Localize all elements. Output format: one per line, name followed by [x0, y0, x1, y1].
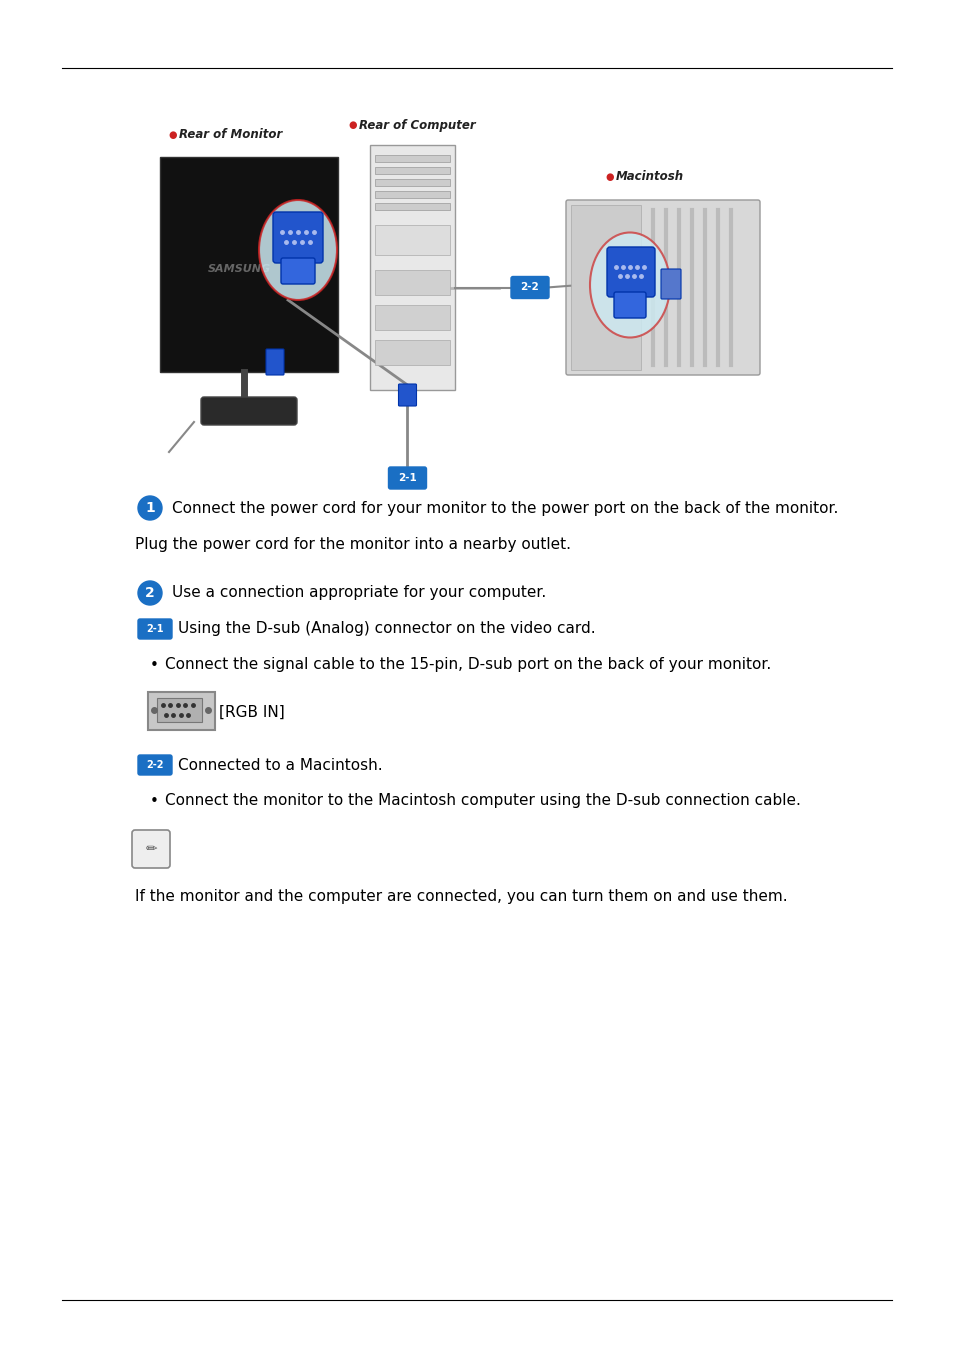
FancyBboxPatch shape: [138, 620, 172, 639]
Text: Connect the signal cable to the 15-pin, D-sub port on the back of your monitor.: Connect the signal cable to the 15-pin, …: [165, 657, 770, 672]
Ellipse shape: [589, 232, 669, 338]
Text: Macintosh: Macintosh: [616, 170, 683, 184]
Text: Connected to a Macintosh.: Connected to a Macintosh.: [178, 757, 382, 772]
FancyBboxPatch shape: [375, 305, 450, 329]
Text: Rear of Computer: Rear of Computer: [358, 119, 476, 131]
Text: 2: 2: [145, 586, 154, 599]
FancyBboxPatch shape: [281, 258, 314, 284]
FancyBboxPatch shape: [375, 202, 450, 211]
Circle shape: [138, 580, 162, 605]
Text: 2-1: 2-1: [146, 624, 164, 634]
FancyBboxPatch shape: [266, 350, 284, 375]
FancyBboxPatch shape: [375, 225, 450, 255]
Text: Using the D-sub (Analog) connector on the video card.: Using the D-sub (Analog) connector on th…: [178, 621, 595, 636]
FancyBboxPatch shape: [511, 277, 548, 298]
Text: Plug the power cord for the monitor into a nearby outlet.: Plug the power cord for the monitor into…: [135, 537, 571, 552]
FancyBboxPatch shape: [375, 190, 450, 198]
FancyBboxPatch shape: [606, 247, 655, 297]
FancyBboxPatch shape: [660, 269, 680, 298]
Ellipse shape: [258, 200, 336, 300]
Text: [RGB IN]: [RGB IN]: [219, 705, 284, 720]
Text: ●: ●: [348, 120, 356, 130]
FancyBboxPatch shape: [398, 383, 416, 406]
Text: Connect the power cord for your monitor to the power port on the back of the mon: Connect the power cord for your monitor …: [172, 501, 838, 516]
FancyBboxPatch shape: [375, 155, 450, 162]
FancyBboxPatch shape: [614, 292, 645, 319]
Text: Rear of Monitor: Rear of Monitor: [179, 128, 282, 142]
FancyBboxPatch shape: [375, 340, 450, 364]
Text: •: •: [150, 794, 159, 809]
FancyBboxPatch shape: [132, 830, 170, 868]
FancyBboxPatch shape: [148, 693, 214, 730]
Text: 2-2: 2-2: [520, 282, 538, 293]
Text: Use a connection appropriate for your computer.: Use a connection appropriate for your co…: [172, 586, 546, 601]
FancyBboxPatch shape: [375, 180, 450, 186]
FancyBboxPatch shape: [375, 167, 450, 174]
Text: ●: ●: [168, 130, 176, 140]
FancyBboxPatch shape: [201, 397, 296, 425]
Text: SAMSUNG: SAMSUNG: [207, 265, 271, 274]
FancyBboxPatch shape: [565, 200, 760, 375]
FancyBboxPatch shape: [160, 157, 337, 373]
Text: ●: ●: [604, 171, 613, 182]
FancyBboxPatch shape: [157, 698, 202, 722]
FancyBboxPatch shape: [388, 467, 426, 489]
Text: 1: 1: [145, 501, 154, 514]
Text: Connect the monitor to the Macintosh computer using the D-sub connection cable.: Connect the monitor to the Macintosh com…: [165, 794, 800, 809]
Text: 2-1: 2-1: [397, 472, 416, 483]
Text: •: •: [150, 657, 159, 672]
Text: ✏: ✏: [145, 842, 156, 856]
FancyBboxPatch shape: [375, 270, 450, 296]
Circle shape: [138, 495, 162, 520]
FancyBboxPatch shape: [571, 205, 640, 370]
Text: If the monitor and the computer are connected, you can turn them on and use them: If the monitor and the computer are conn…: [135, 890, 787, 905]
FancyBboxPatch shape: [138, 755, 172, 775]
Text: 2-2: 2-2: [146, 760, 164, 770]
FancyBboxPatch shape: [370, 144, 455, 390]
FancyBboxPatch shape: [273, 212, 323, 263]
